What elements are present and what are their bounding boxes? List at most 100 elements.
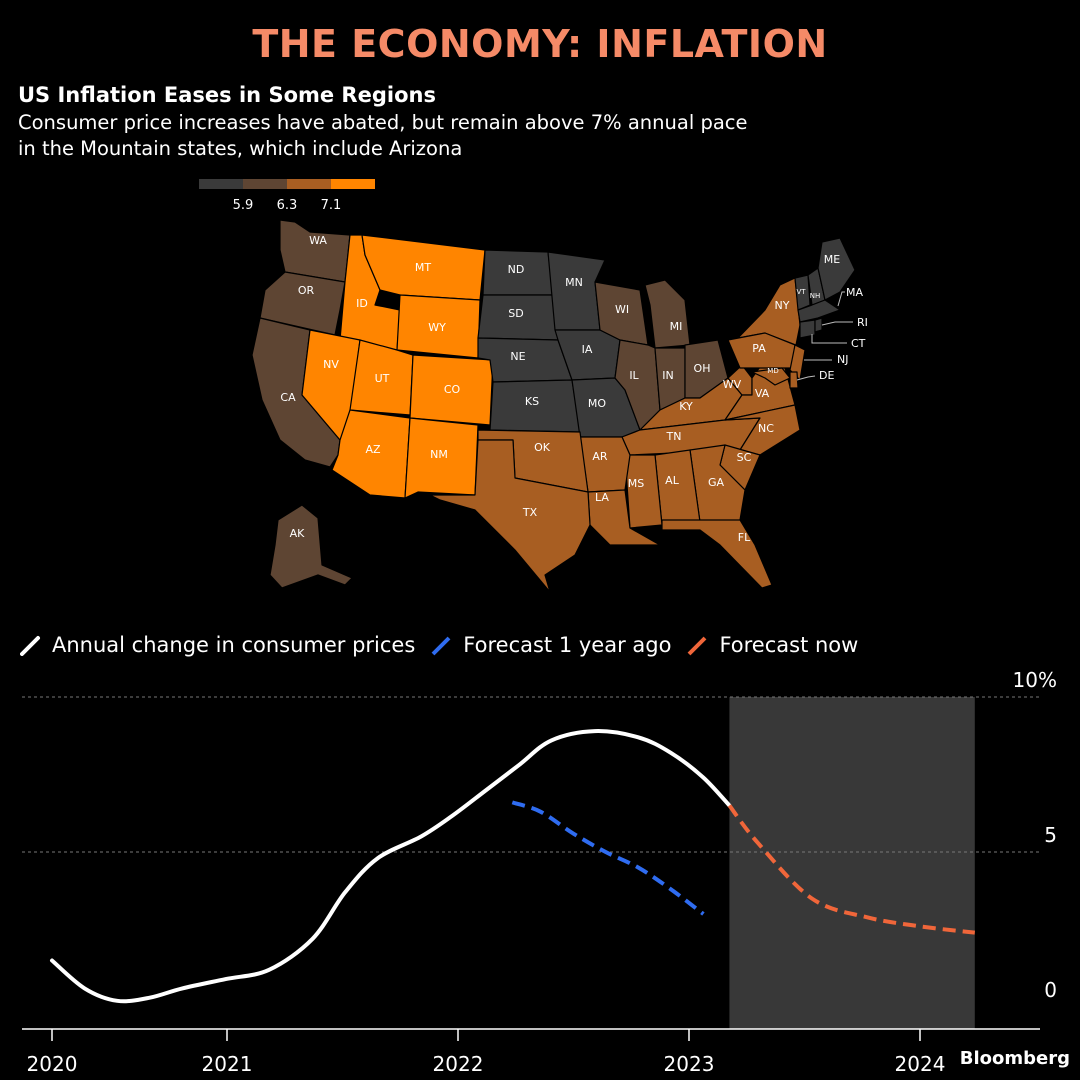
label-wv: WV bbox=[723, 378, 742, 391]
label-la: LA bbox=[595, 491, 609, 504]
label-mi: MI bbox=[670, 320, 683, 333]
label-ok: OK bbox=[534, 441, 551, 454]
series-actual bbox=[50, 729, 732, 1004]
label-ar: AR bbox=[592, 450, 608, 463]
label-md: MD bbox=[767, 367, 778, 375]
state-mi bbox=[644, 279, 691, 349]
state-nj bbox=[789, 344, 806, 381]
label-mn: MN bbox=[565, 276, 583, 289]
legend-item-forecast-now: Forecast now bbox=[687, 633, 858, 657]
legend-swatch-mid bbox=[243, 179, 287, 189]
line-chart: 2020 2021 2022 2023 2024 0 5 10% bbox=[22, 668, 1057, 1076]
label-wi: WI bbox=[615, 303, 629, 316]
state-md bbox=[751, 367, 791, 386]
source-credit: Bloomberg bbox=[959, 1048, 1070, 1069]
state-de bbox=[789, 371, 799, 389]
legend-line-actual bbox=[20, 636, 40, 656]
x-tick-label-2024: 2024 bbox=[895, 1052, 946, 1076]
chart-subtitle: Consumer price increases have abated, bu… bbox=[18, 110, 838, 162]
state-ms bbox=[624, 454, 663, 529]
label-nh: NH bbox=[810, 292, 821, 300]
label-mo: MO bbox=[588, 397, 606, 410]
label-fl: FL bbox=[738, 531, 751, 544]
label-nv: NV bbox=[323, 358, 339, 371]
legend-line-forecast-now bbox=[688, 636, 707, 656]
legend-item-actual: Annual change in consumer prices bbox=[20, 633, 415, 657]
label-or: OR bbox=[298, 284, 315, 297]
series-forecast-now bbox=[727, 804, 976, 935]
label-nm: NM bbox=[430, 448, 448, 461]
state-ak bbox=[269, 504, 353, 589]
label-co: CO bbox=[444, 383, 461, 396]
us-choropleth-map: 5.9 6.3 7.1 bbox=[199, 179, 868, 593]
x-tick-label-2022: 2022 bbox=[433, 1052, 484, 1076]
label-de: DE bbox=[819, 369, 834, 382]
subtitle-line-1: Consumer price increases have abated, bu… bbox=[18, 111, 748, 134]
label-ny: NY bbox=[775, 299, 790, 312]
y-tick-label-1: 5 bbox=[1044, 823, 1057, 847]
state-vt bbox=[794, 274, 811, 311]
banner-title: THE ECONOMY: INFLATION bbox=[252, 22, 828, 66]
label-ma: MA bbox=[846, 286, 863, 299]
x-tick-label-2020: 2020 bbox=[27, 1052, 78, 1076]
label-wy: WY bbox=[428, 321, 446, 334]
series-forecast-year-ago bbox=[511, 800, 705, 916]
label-mt: MT bbox=[415, 261, 431, 274]
callout-ma bbox=[837, 291, 845, 307]
label-sc: SC bbox=[737, 451, 752, 464]
y-tick-label-0: 0 bbox=[1044, 978, 1057, 1002]
legend-label-forecast-now: Forecast now bbox=[719, 633, 859, 657]
label-ks: KS bbox=[525, 395, 539, 408]
label-wa: WA bbox=[309, 234, 327, 247]
line-chart-legend: Annual change in consumer prices Forecas… bbox=[20, 630, 874, 660]
legend-tick-2: 6.3 bbox=[277, 198, 298, 213]
label-me: ME bbox=[824, 253, 840, 266]
callout-ct bbox=[811, 334, 847, 344]
label-ia: IA bbox=[582, 343, 593, 356]
legend-label-forecast-year-ago: Forecast 1 year ago bbox=[463, 633, 672, 657]
legend-label-actual: Annual change in consumer prices bbox=[52, 633, 416, 657]
label-nd: ND bbox=[508, 263, 525, 276]
legend-tick-1: 5.9 bbox=[233, 198, 254, 213]
callout-ri bbox=[821, 321, 853, 326]
label-ne: NE bbox=[510, 350, 525, 363]
label-pa: PA bbox=[752, 342, 766, 355]
label-ut: UT bbox=[375, 372, 390, 385]
label-va: VA bbox=[755, 387, 770, 400]
label-ms: MS bbox=[628, 477, 644, 490]
label-az: AZ bbox=[365, 443, 381, 456]
legend-item-forecast-year-ago: Forecast 1 year ago bbox=[431, 633, 671, 657]
state-ri bbox=[814, 317, 823, 333]
x-tick-label-2021: 2021 bbox=[202, 1052, 253, 1076]
chart-title: US Inflation Eases in Some Regions bbox=[18, 83, 436, 107]
label-id: ID bbox=[356, 297, 368, 310]
legend-tick-3: 7.1 bbox=[321, 198, 342, 213]
state-nm bbox=[404, 417, 479, 499]
label-oh: OH bbox=[694, 362, 711, 375]
label-ca: CA bbox=[280, 391, 296, 404]
label-al: AL bbox=[665, 474, 680, 487]
label-il: IL bbox=[629, 369, 639, 382]
label-ky: KY bbox=[679, 400, 693, 413]
label-nc: NC bbox=[758, 422, 774, 435]
label-in: IN bbox=[662, 369, 673, 382]
label-ri: RI bbox=[857, 316, 868, 329]
state-tx bbox=[429, 439, 591, 593]
y-tick-label-2: 10% bbox=[1013, 668, 1057, 692]
label-tx: TX bbox=[522, 506, 538, 519]
callout-de bbox=[796, 375, 816, 381]
subtitle-line-2: in the Mountain states, which include Ar… bbox=[18, 137, 463, 160]
x-tick-label-2023: 2023 bbox=[664, 1052, 715, 1076]
state-fl bbox=[661, 519, 773, 589]
label-nj: NJ bbox=[837, 353, 848, 366]
forecast-shade bbox=[729, 697, 975, 1029]
state-me bbox=[817, 237, 856, 301]
legend-swatch-high bbox=[287, 179, 331, 189]
label-tn: TN bbox=[666, 430, 682, 443]
label-ak: AK bbox=[290, 527, 306, 540]
legend-line-forecast-year-ago bbox=[431, 636, 451, 656]
map-color-legend: 5.9 6.3 7.1 bbox=[199, 179, 375, 213]
label-ct: CT bbox=[851, 337, 866, 350]
label-ga: GA bbox=[708, 476, 725, 489]
label-vt: VT bbox=[796, 288, 806, 296]
